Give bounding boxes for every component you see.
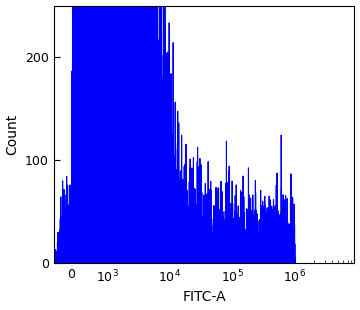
X-axis label: FITC-A: FITC-A (182, 290, 226, 304)
Y-axis label: Count: Count (5, 114, 19, 155)
